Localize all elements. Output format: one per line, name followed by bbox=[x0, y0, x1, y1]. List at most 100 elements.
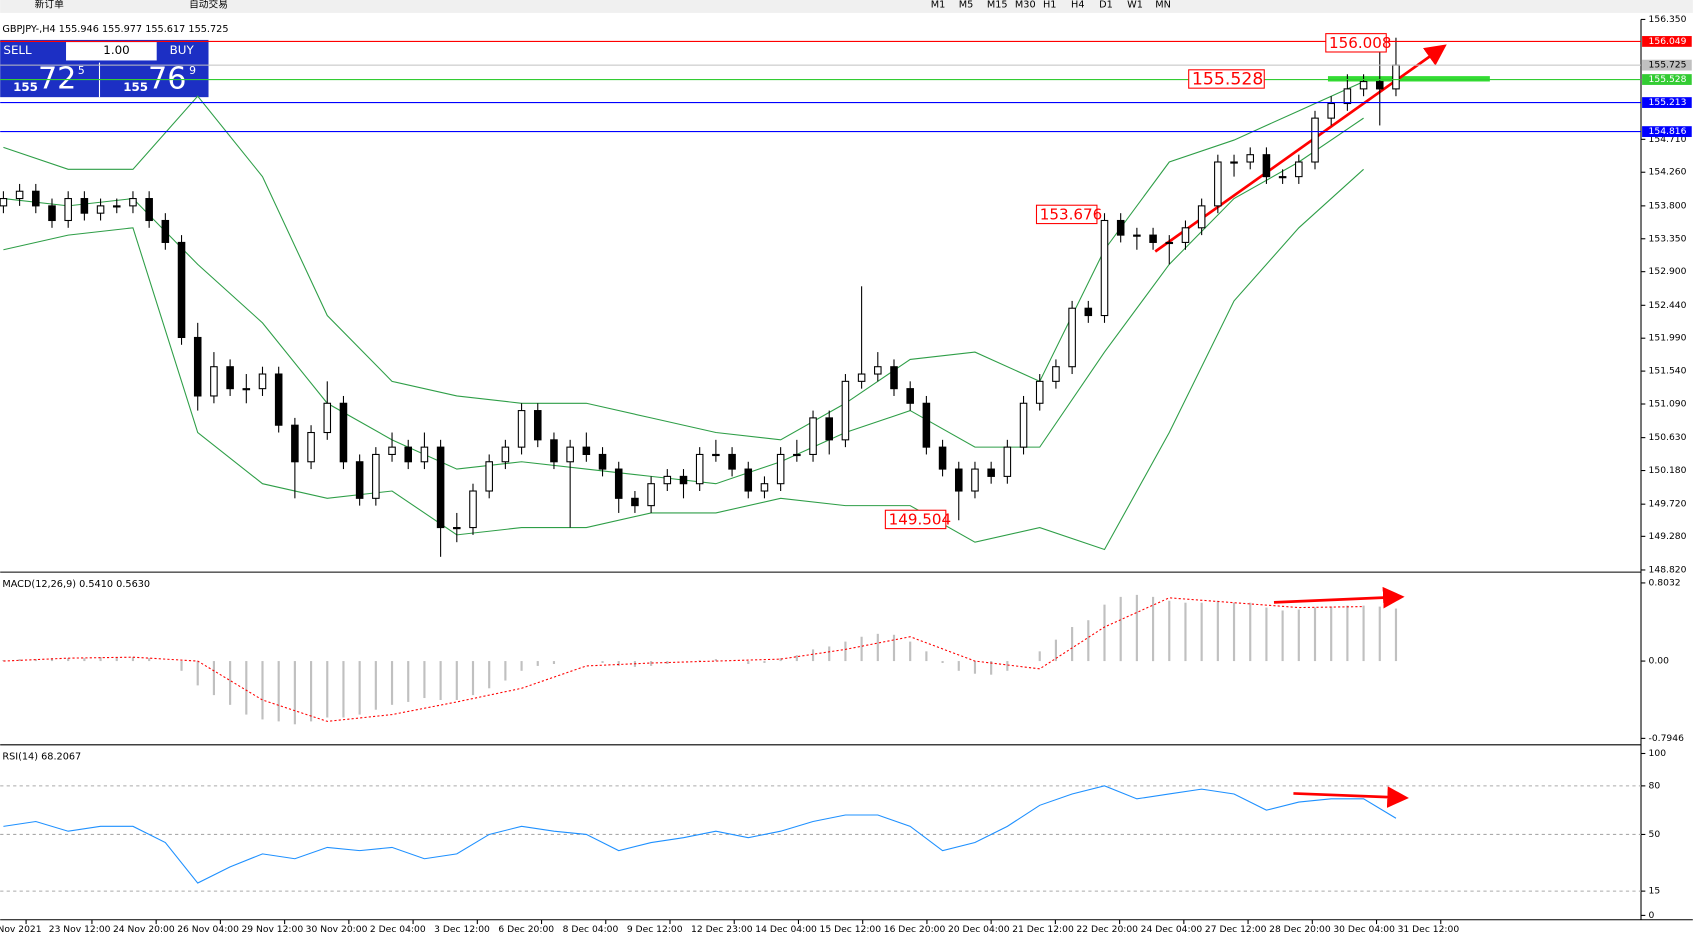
candle-body bbox=[614, 468, 623, 499]
candle-body bbox=[971, 468, 979, 492]
candle-body bbox=[906, 388, 914, 404]
x-tick-label: 9 Dec 12:00 bbox=[627, 924, 683, 935]
candle-body bbox=[938, 446, 947, 470]
candle-body bbox=[291, 424, 299, 463]
lot-size[interactable]: 1.00 bbox=[103, 43, 129, 57]
x-tick-label: 27 Dec 12:00 bbox=[1205, 924, 1267, 935]
candle-body bbox=[1230, 161, 1238, 164]
timeframe-button[interactable]: W1 bbox=[1127, 0, 1143, 10]
candle-body bbox=[679, 475, 688, 485]
candle-body bbox=[323, 402, 332, 434]
candle-body bbox=[1262, 154, 1271, 178]
bollinger-lower bbox=[3, 168, 1364, 551]
rsi-arrow bbox=[1293, 786, 1409, 808]
x-tick-label: 24 Dec 04:00 bbox=[1141, 924, 1203, 935]
x-tick-label: 24 Nov 20:00 bbox=[113, 924, 175, 935]
annotation-label: 149.504 bbox=[889, 510, 951, 528]
candle-body bbox=[533, 410, 542, 441]
candle-body bbox=[1359, 81, 1368, 90]
y-tick-label: 50 bbox=[1649, 829, 1661, 840]
candle-body bbox=[242, 388, 251, 391]
y-tick-label: 0.8032 bbox=[1649, 577, 1681, 588]
candle-body bbox=[1116, 219, 1125, 236]
timeframe-button[interactable]: H1 bbox=[1043, 0, 1056, 10]
timeframe-button[interactable]: M5 bbox=[959, 0, 974, 10]
timeframe-button[interactable]: M15 bbox=[987, 0, 1008, 10]
candle-body bbox=[258, 373, 267, 390]
candle-body bbox=[1068, 307, 1076, 368]
candle-body bbox=[1295, 161, 1303, 178]
chart-bg bbox=[0, 12, 1693, 937]
candle-body bbox=[0, 198, 8, 207]
new-order-button[interactable]: 新订单 bbox=[35, 0, 64, 10]
auto-trade-button[interactable]: 自动交易 bbox=[189, 0, 228, 10]
candle-body bbox=[760, 483, 769, 492]
candle-body bbox=[695, 453, 704, 485]
candle-body bbox=[1278, 176, 1287, 179]
candle-body bbox=[793, 453, 801, 457]
sell-button[interactable]: SELL bbox=[3, 43, 32, 57]
y-tick-label: 150.180 bbox=[1649, 465, 1687, 476]
buy-button[interactable]: BUY bbox=[170, 43, 195, 57]
candle-body bbox=[1052, 366, 1060, 382]
price-level-label: 154.816 bbox=[1649, 126, 1687, 137]
candle-body bbox=[226, 366, 234, 390]
rsi-title: RSI(14) 68.2067 bbox=[2, 752, 81, 763]
annotation-box bbox=[1035, 204, 1098, 225]
candle-body bbox=[1392, 64, 1400, 90]
price-level-tag bbox=[1642, 97, 1692, 108]
candle-body bbox=[1100, 219, 1109, 317]
x-tick-label: 3 Dec 12:00 bbox=[434, 924, 490, 935]
candle-body bbox=[193, 336, 202, 397]
y-tick-label: 154.710 bbox=[1649, 134, 1687, 145]
candle-body bbox=[631, 497, 639, 507]
x-tick-label: 2 Dec 04:00 bbox=[370, 924, 426, 935]
candle-body bbox=[987, 468, 995, 477]
sell-price-sup: 5 bbox=[78, 64, 85, 77]
candle-body bbox=[728, 453, 736, 470]
candle-body bbox=[1375, 81, 1384, 90]
candle-body bbox=[1311, 117, 1319, 163]
candle-body bbox=[339, 402, 348, 463]
candle-body bbox=[598, 453, 607, 470]
x-tick-label: 8 Dec 04:00 bbox=[563, 924, 619, 935]
candle-body bbox=[80, 198, 89, 214]
chart-title: GBPJPY-,H4 155.946 155.977 155.617 155.7… bbox=[2, 24, 228, 35]
candle-body bbox=[436, 446, 445, 529]
x-tick-label: 21 Dec 12:00 bbox=[1012, 924, 1074, 935]
macd-signal bbox=[3, 597, 1364, 722]
candle-body bbox=[501, 446, 510, 463]
candle-body bbox=[582, 446, 591, 455]
candle-body bbox=[517, 410, 526, 448]
candle-body bbox=[1197, 205, 1206, 229]
timeframe-button[interactable]: M1 bbox=[931, 0, 946, 10]
trade-panel: SELL 1.00 BUY 155 72 5 155 76 9 bbox=[0, 39, 209, 98]
x-tick-label: 15 Dec 12:00 bbox=[820, 924, 882, 935]
candle-body bbox=[1003, 446, 1012, 477]
y-tick-label: 153.350 bbox=[1649, 233, 1687, 244]
price-level-label: 155.725 bbox=[1649, 60, 1687, 71]
candle-body bbox=[420, 446, 429, 463]
sell-price-main: 72 bbox=[38, 61, 76, 96]
y-tick-label: 152.440 bbox=[1649, 300, 1687, 311]
timeframe-button[interactable]: D1 bbox=[1099, 0, 1113, 10]
candle-body bbox=[744, 468, 753, 492]
x-tick-label: 22 Dec 20:00 bbox=[1076, 924, 1138, 935]
candle-body bbox=[469, 490, 477, 529]
sell-price-prefix: 155 bbox=[13, 80, 38, 94]
timeframe-button[interactable]: H4 bbox=[1071, 0, 1084, 10]
timeframe-button[interactable]: MN bbox=[1155, 0, 1171, 10]
candle-body bbox=[1133, 234, 1141, 237]
y-tick-label: 151.540 bbox=[1649, 366, 1687, 377]
lot-box[interactable] bbox=[66, 42, 157, 61]
candle-body bbox=[1035, 380, 1044, 404]
price-level-tag bbox=[1642, 74, 1692, 85]
candle-body bbox=[857, 373, 866, 382]
candle-body bbox=[1343, 88, 1352, 105]
x-tick-label: 29 Nov 12:00 bbox=[241, 924, 303, 935]
candle-body bbox=[712, 453, 720, 457]
timeframe-button[interactable]: M30 bbox=[1015, 0, 1036, 10]
candle-body bbox=[372, 453, 380, 499]
y-tick-label: -0.7946 bbox=[1649, 733, 1685, 744]
